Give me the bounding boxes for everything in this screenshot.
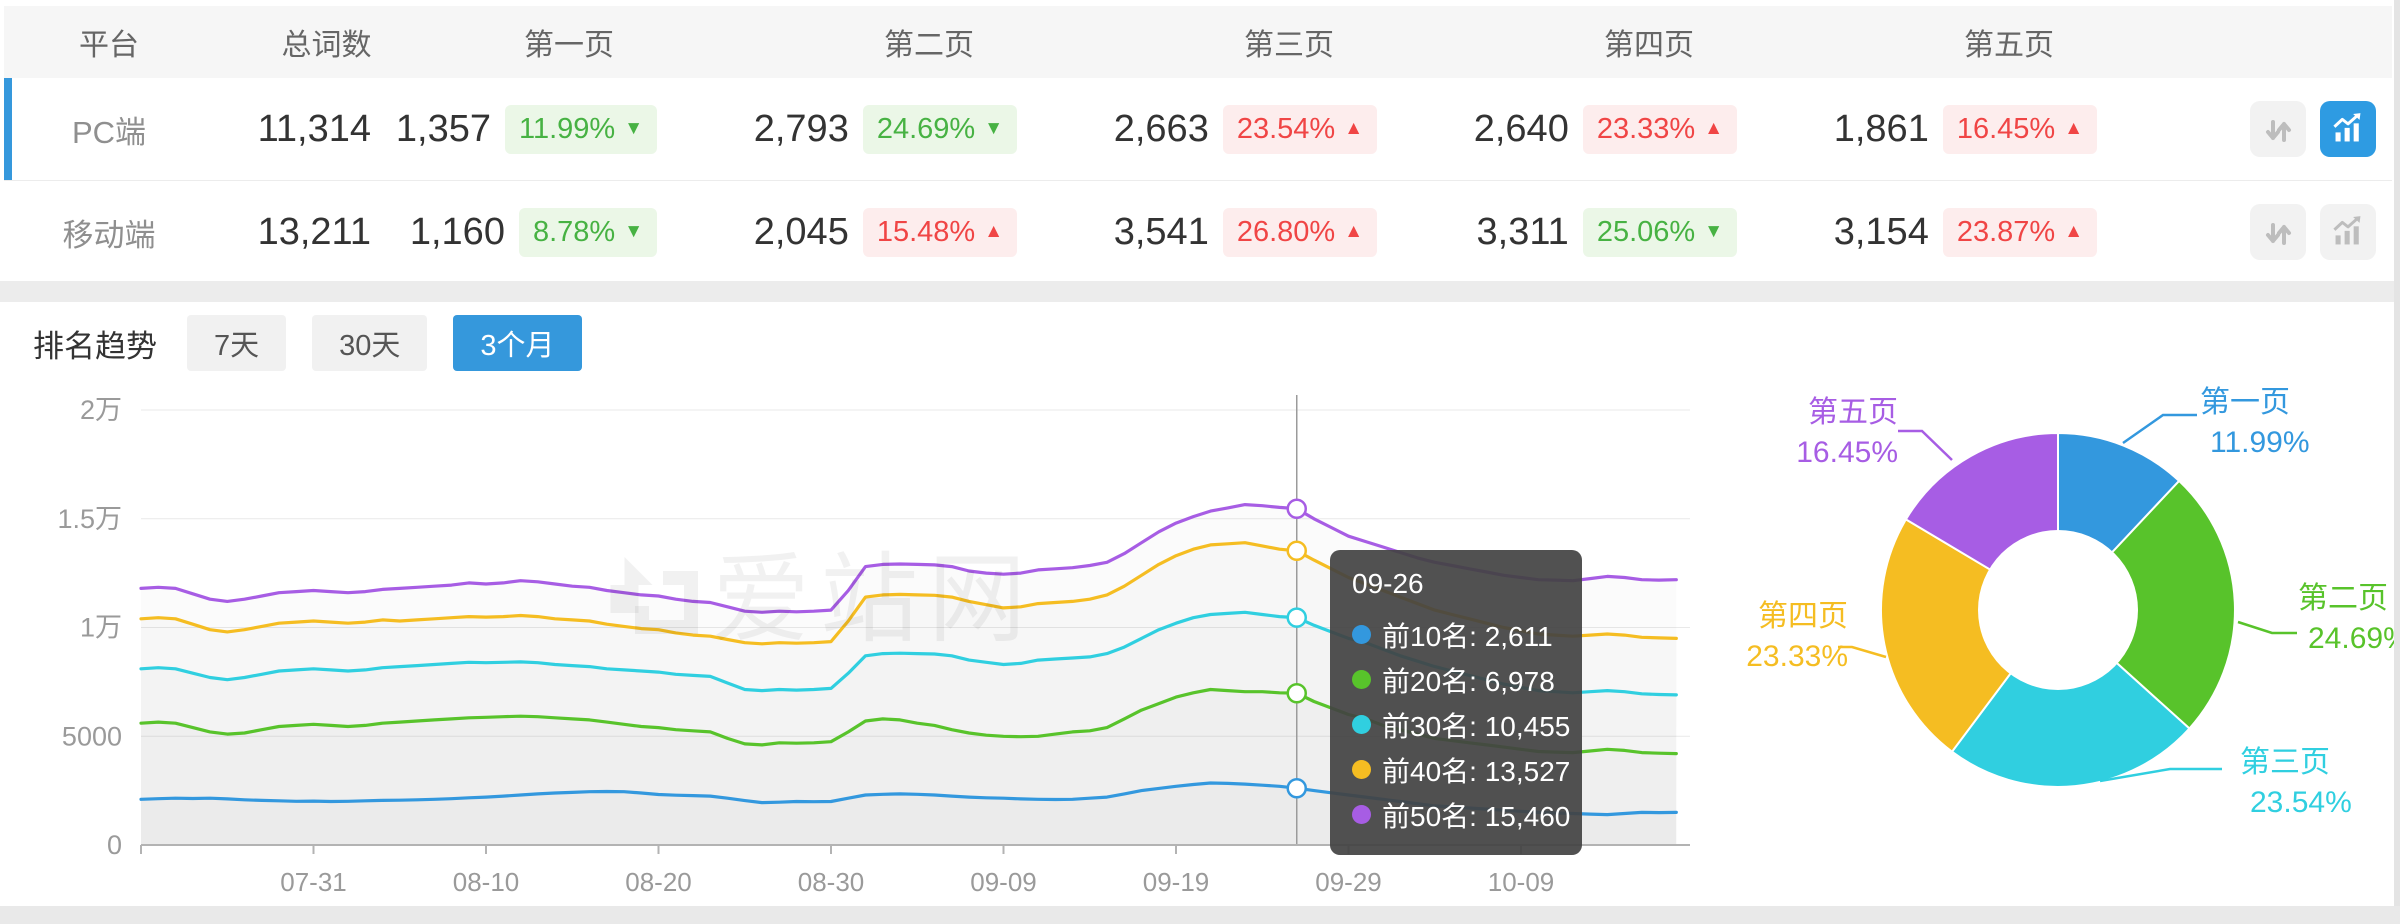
page-5-percent-badge: 23.87% ▲	[1942, 207, 2097, 257]
page-1-cell: 1,160 8.78% ▼	[410, 207, 799, 257]
sort-compare-button[interactable]	[2250, 204, 2306, 260]
page-2-percent-badge: 15.48% ▲	[862, 207, 1017, 257]
svg-text:09-19: 09-19	[1143, 867, 1210, 897]
page-4-percent-badge: 25.06% ▼	[1582, 207, 1737, 257]
page-3-percent-badge: 23.54% ▲	[1222, 104, 1377, 154]
page-4-count: 3,311	[1476, 210, 1569, 253]
range-button-30d[interactable]: 30天	[312, 315, 428, 371]
header-total-words: 总词数	[281, 29, 372, 62]
trend-title: 排名趋势	[33, 328, 157, 364]
donut-label-page-1: 第一页 11.99%	[2200, 383, 2310, 463]
arrow-down-icon: ▼	[624, 221, 643, 242]
arrow-up-icon: ▲	[2064, 221, 2083, 242]
donut-label-percent: 24.69%	[2308, 622, 2400, 655]
page-1-count: 1,357	[395, 107, 491, 150]
trend-chart-button[interactable]	[2320, 204, 2376, 260]
page-1-percent-badge: 11.99% ▼	[504, 104, 657, 154]
page-2-count: 2,793	[753, 107, 849, 150]
arrow-up-icon: ▲	[984, 221, 1003, 242]
page-2-percent-badge: 24.69% ▼	[862, 104, 1017, 154]
range-button-3m[interactable]: 3个月	[453, 315, 582, 371]
page-3-cell: 3,541 26.80% ▲	[1114, 207, 1519, 257]
trend-toolbar: 排名趋势 7天 30天 3个月	[33, 314, 608, 372]
svg-text:1.5万: 1.5万	[57, 504, 122, 534]
section-divider	[0, 281, 2400, 302]
row-actions	[2239, 204, 2392, 260]
trend-line-chart[interactable]: 爱站网 050001万1.5万2万07-3108-1008-2008-3009-…	[0, 385, 1760, 905]
line-chart-canvas[interactable]: 0 5000 1万 1.5万 2万 07-31 08-10 08-20 08-30 09-09 09…	[0, 385, 1760, 905]
donut-label-name: 第五页	[1808, 396, 1898, 429]
page-edge-bottom	[0, 906, 2400, 924]
arrow-up-icon: ▲	[1344, 221, 1363, 242]
svg-text:0: 0	[107, 830, 122, 860]
arrow-up-icon: ▲	[1344, 118, 1363, 139]
donut-canvas[interactable]	[1700, 385, 2400, 905]
donut-label-percent: 11.99%	[2210, 426, 2310, 459]
platform-label: PC端	[71, 114, 147, 150]
arrow-up-icon: ▲	[1704, 118, 1723, 139]
header-page-3: 第三页	[1244, 29, 1334, 62]
page-2-count: 2,045	[753, 210, 849, 253]
svg-text:1万: 1万	[80, 613, 122, 643]
donut-label-page-3: 第三页 23.54%	[2240, 743, 2352, 823]
page-5-count: 1,861	[1833, 107, 1929, 150]
svg-text:08-10: 08-10	[453, 867, 520, 897]
total-words-value: 13,211	[257, 210, 371, 253]
arrow-down-icon: ▼	[1704, 221, 1723, 242]
donut-label-name: 第二页	[2298, 582, 2388, 615]
rank-table-body: PC端 11,314 1,357 11.99% ▼ 2,793 24.69% ▼ 2,663 23…	[4, 78, 2392, 284]
svg-text:10-09: 10-09	[1488, 867, 1555, 897]
donut-label-name: 第三页	[2240, 746, 2330, 779]
svg-text:09-29: 09-29	[1315, 867, 1382, 897]
svg-text:08-30: 08-30	[798, 867, 865, 897]
header-platform: 平台	[79, 29, 139, 62]
page-5-count: 3,154	[1833, 210, 1929, 253]
page-4-count: 2,640	[1473, 107, 1569, 150]
page-4-cell: 3,311 25.06% ▼	[1477, 207, 1879, 257]
page-3-percent-badge: 26.80% ▲	[1222, 207, 1377, 257]
arrow-up-icon: ▲	[2064, 118, 2083, 139]
total-words-value: 11,314	[257, 107, 371, 150]
page-distribution-donut[interactable]: 第一页 11.99% 第二页 24.69% 第三页 23.54% 第四页 23.33% 第五页 1…	[1700, 385, 2400, 905]
platform-label: 移动端	[62, 217, 156, 253]
svg-text:09-09: 09-09	[970, 867, 1037, 897]
svg-text:5000: 5000	[62, 721, 122, 751]
row-actions	[2239, 101, 2392, 157]
page-2-cell: 2,793 24.69% ▼	[754, 104, 1159, 154]
page-3-count: 3,541	[1113, 210, 1209, 253]
header-page-2: 第二页	[884, 29, 974, 62]
sort-compare-button[interactable]	[2250, 101, 2306, 157]
svg-text:2万: 2万	[80, 395, 122, 425]
header-page-4: 第四页	[1604, 29, 1694, 62]
svg-text:07-31: 07-31	[280, 867, 347, 897]
range-button-7d[interactable]: 7天	[187, 315, 287, 371]
page-4-percent-badge: 23.33% ▲	[1582, 104, 1737, 154]
page-5-percent-badge: 16.45% ▲	[1942, 104, 2097, 154]
page-1-count: 1,160	[409, 210, 505, 253]
table-row-pc[interactable]: PC端 11,314 1,357 11.99% ▼ 2,793 24.69% ▼ 2,663 23…	[4, 78, 2392, 181]
arrow-down-icon: ▼	[984, 118, 1003, 139]
donut-label-page-2: 第二页 24.69%	[2298, 579, 2400, 659]
table-row-mobile[interactable]: 移动端 13,211 1,160 8.78% ▼ 2,045 15.48% ▲ 3,541 26.…	[4, 181, 2392, 284]
donut-label-page-5: 第五页 16.45%	[1750, 393, 1898, 473]
page-2-cell: 2,045 15.48% ▲	[754, 207, 1159, 257]
page-5-cell: 1,861 16.45% ▲	[1834, 104, 2239, 154]
donut-label-percent: 16.45%	[1796, 436, 1898, 469]
header-page-5: 第五页	[1964, 29, 2054, 62]
rank-table-header: 平台 总词数 第一页 第二页 第三页 第四页 第五页	[4, 6, 2392, 78]
svg-text:08-20: 08-20	[625, 867, 692, 897]
page-1-cell: 1,357 11.99% ▼	[396, 104, 799, 154]
trend-chart-button[interactable]	[2320, 101, 2376, 157]
arrow-down-icon: ▼	[624, 118, 643, 139]
page-3-count: 2,663	[1113, 107, 1209, 150]
page-3-cell: 2,663 23.54% ▲	[1114, 104, 1519, 154]
header-page-1: 第一页	[524, 29, 614, 62]
page-5-cell: 3,154 23.87% ▲	[1834, 207, 2239, 257]
page-edge-right	[2394, 0, 2400, 924]
page-4-cell: 2,640 23.33% ▲	[1474, 104, 1879, 154]
donut-label-name: 第一页	[2200, 386, 2290, 419]
page-1-percent-badge: 8.78% ▼	[518, 207, 657, 257]
donut-label-percent: 23.54%	[2250, 786, 2352, 819]
